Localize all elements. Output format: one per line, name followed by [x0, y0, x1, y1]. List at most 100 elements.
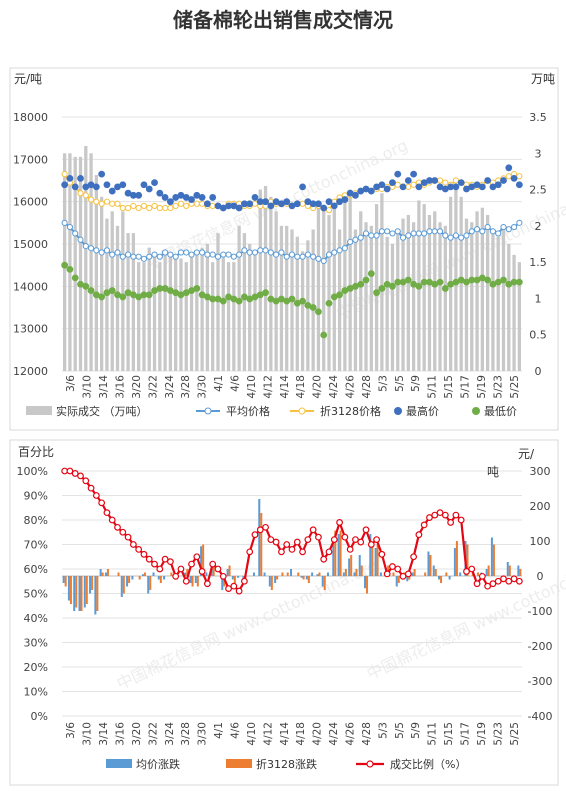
ratio-point: [114, 523, 121, 531]
volume-bar: [211, 262, 215, 371]
folded-change-bar: [80, 576, 83, 611]
high-price-point: [262, 198, 269, 206]
low-price-point: [283, 297, 291, 305]
folded-change-bar: [138, 576, 141, 580]
avg-price-point: [214, 253, 222, 260]
ratio-point: [225, 585, 232, 592]
folded-change-bar: [424, 572, 427, 576]
low-price-point: [251, 293, 259, 301]
low-price-point: [177, 291, 185, 299]
high-price-point: [468, 183, 476, 191]
high-price-point: [315, 200, 322, 208]
avg-price-point: [273, 251, 280, 258]
avg-price-point: [426, 228, 433, 235]
high-price-point: [114, 183, 121, 191]
low-price-point: [272, 297, 280, 305]
folded-price-point: [167, 204, 174, 212]
ratio-point: [489, 580, 497, 588]
avg-price-point: [421, 230, 428, 237]
x-tick-label: 3/10: [82, 722, 94, 746]
high-price-point: [235, 204, 243, 212]
avg-change-bar: [242, 576, 245, 580]
x-tick-label: 5/11: [427, 722, 439, 746]
avg-price-point: [230, 253, 237, 260]
high-price-point: [373, 183, 380, 191]
volume-bar: [343, 200, 347, 371]
left-tick-label: 40%: [24, 612, 48, 625]
volume-bar: [501, 229, 506, 371]
avg-change-bar: [358, 555, 361, 576]
low-price-point: [315, 308, 322, 316]
folded-price-point: [156, 204, 163, 212]
ratio-point: [251, 531, 259, 539]
folded-price-point: [140, 202, 148, 209]
folded-price-point: [172, 202, 179, 209]
folded-change-bar: [477, 572, 480, 576]
folded-change-bar: [339, 530, 342, 576]
ratio-point: [235, 587, 243, 595]
folded-change-bar: [276, 576, 279, 580]
volume-bar: [438, 222, 442, 371]
volume-bar: [253, 254, 257, 371]
avg-change-bar: [353, 572, 356, 576]
folded-change-bar: [434, 569, 437, 576]
high-price-point: [399, 183, 407, 191]
low-price-point: [214, 295, 222, 303]
avg-price-point: [262, 247, 269, 254]
low-price-point: [225, 293, 232, 301]
low-price-point: [77, 280, 84, 288]
avg-price-point: [109, 251, 116, 258]
avg-price-point: [310, 253, 317, 260]
folded-change-bar: [170, 572, 173, 576]
ratio-point: [262, 523, 269, 531]
avg-change-bar: [485, 569, 488, 576]
ratio-point: [420, 521, 428, 529]
high-price-point: [431, 177, 439, 184]
avg-change-bar: [163, 576, 166, 580]
volume-bar: [126, 233, 130, 371]
high-price-point: [198, 194, 206, 201]
legend-label: 实际成交 （万吨）: [56, 404, 148, 418]
avg-price-point: [114, 249, 121, 256]
volume-bar: [78, 156, 83, 371]
low-price-point: [151, 287, 158, 294]
folded-change-bar: [307, 576, 310, 583]
folded-change-bar: [122, 576, 125, 594]
ratio-point: [383, 570, 391, 578]
high-price-point: [357, 187, 365, 195]
avg-price-point: [278, 249, 285, 256]
ratio-point: [484, 582, 492, 590]
folded-price-point: [436, 177, 444, 184]
folded-change-bar: [445, 572, 448, 576]
folded-change-bar: [371, 544, 374, 576]
avg-change-bar: [94, 576, 97, 615]
x-tick-label: 3/28: [180, 722, 192, 746]
folded-change-bar: [149, 576, 152, 590]
avg-price-point: [331, 249, 338, 256]
high-price-point: [420, 179, 428, 187]
high-price-point: [383, 185, 391, 193]
volume-bar: [200, 247, 204, 371]
folded-change-bar: [286, 572, 289, 576]
avg-change-bar: [448, 576, 451, 580]
ratio-point: [188, 560, 195, 568]
avg-price-point: [389, 230, 396, 237]
x-tick-label: 4/14: [279, 375, 291, 399]
high-price-point: [92, 183, 100, 191]
volume-bar: [258, 189, 262, 371]
low-price-point: [309, 304, 317, 311]
x-tick-label: 5/17: [460, 375, 472, 399]
right-tick-label: 2: [535, 220, 542, 233]
left-tick-label: 0%: [31, 710, 48, 723]
right-tick-label: 3.5: [529, 111, 547, 124]
avg-price-point: [77, 236, 84, 243]
x-tick-label: 4/20: [312, 375, 324, 399]
avg-change-bar: [337, 534, 340, 576]
low-price-point: [293, 299, 301, 307]
avg-change-bar: [226, 569, 229, 576]
avg-change-bar: [364, 576, 367, 589]
high-price-point: [426, 177, 433, 184]
volume-bar: [121, 211, 125, 371]
x-tick-label: 3/14: [98, 722, 110, 746]
left-tick-label: 15000: [13, 238, 48, 251]
